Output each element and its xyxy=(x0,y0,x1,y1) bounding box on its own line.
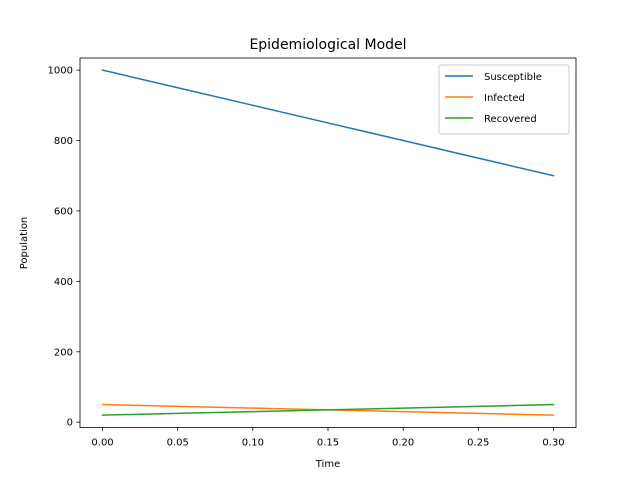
x-tick-label: 0.00 xyxy=(91,438,113,449)
x-tick-label: 0.05 xyxy=(167,438,189,449)
series-line-susceptible xyxy=(101,69,555,177)
legend-label-recovered: Recovered xyxy=(484,114,537,125)
x-tick-label: 0.15 xyxy=(317,438,339,449)
y-ticks: 0 200 400 600 800 1000 xyxy=(48,66,80,429)
legend-label-susceptible: Susceptible xyxy=(484,72,542,83)
chart-title: Epidemiological Model xyxy=(249,37,406,53)
y-tick-label: 600 xyxy=(54,206,73,217)
x-tick-label: 0.25 xyxy=(467,438,489,449)
y-axis-label: Population xyxy=(19,217,30,270)
y-tick-label: 0 xyxy=(67,418,73,429)
x-ticks: 0.00 0.05 0.10 0.15 0.20 0.25 0.30 xyxy=(91,427,565,449)
series-layer xyxy=(101,69,555,416)
legend-label-infected: Infected xyxy=(484,93,525,104)
x-tick-label: 0.30 xyxy=(542,438,564,449)
x-tick-label: 0.20 xyxy=(392,438,414,449)
y-tick-label: 1000 xyxy=(48,66,73,77)
legend: Susceptible Infected Recovered xyxy=(438,64,570,135)
y-tick-label: 800 xyxy=(54,136,73,147)
x-tick-label: 0.10 xyxy=(242,438,264,449)
x-axis-label: Time xyxy=(315,459,340,470)
legend-box xyxy=(438,64,570,135)
plot-area: 0.00 0.05 0.10 0.15 0.20 0.25 0.30 0 200 400 600 8… xyxy=(48,57,577,449)
y-tick-label: 400 xyxy=(54,277,73,288)
series-line-recovered xyxy=(101,403,555,416)
y-tick-label: 200 xyxy=(54,347,73,358)
